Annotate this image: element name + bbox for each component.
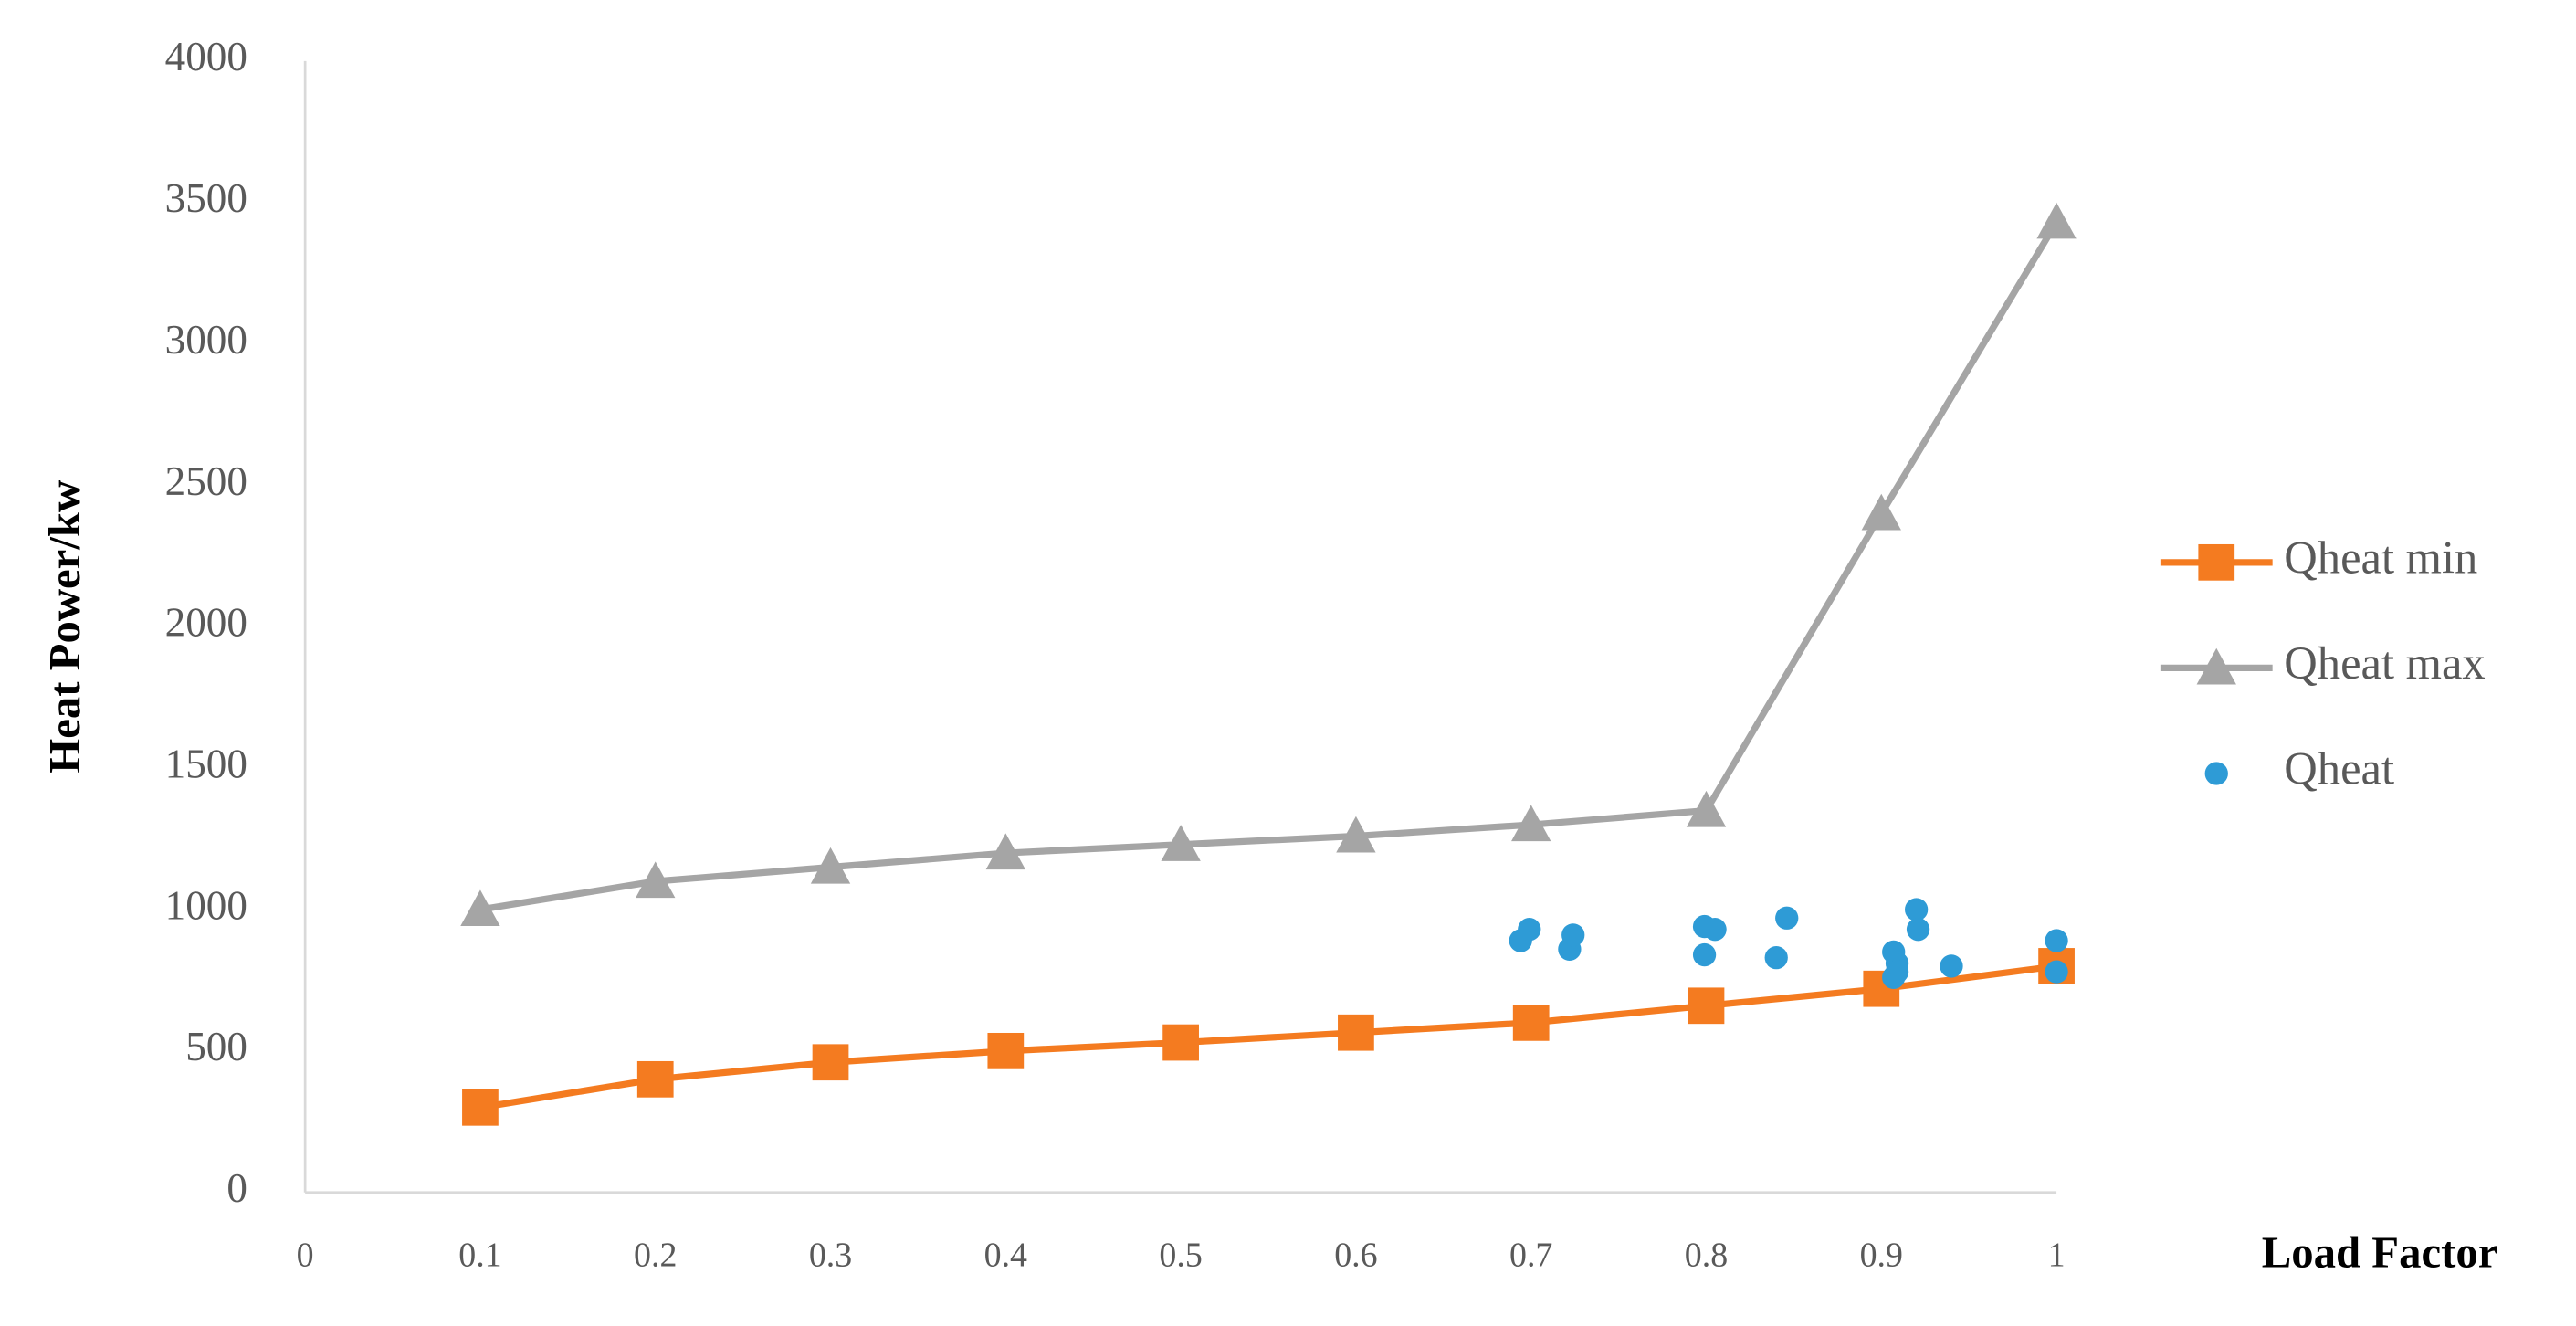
marker (1162, 1024, 1199, 1061)
marker (1688, 987, 1725, 1025)
x-tick-label: 0.2 (634, 1237, 677, 1275)
marker (636, 1060, 674, 1098)
marker (1861, 493, 1901, 531)
y-tick-label: 2500 (165, 458, 247, 504)
y-tick-label: 2000 (165, 600, 247, 646)
marker (812, 1044, 849, 1081)
marker (2045, 929, 2068, 952)
marker (462, 1089, 499, 1126)
marker (1161, 825, 1201, 861)
y-tick-label: 4000 (165, 34, 247, 79)
marker (1764, 946, 1788, 970)
legend-marker (2196, 647, 2236, 685)
marker (1512, 1005, 1550, 1041)
marker (1906, 918, 1930, 942)
marker (1882, 965, 1906, 989)
series-line (479, 220, 2060, 913)
x-tick-label: 0.5 (1159, 1237, 1202, 1275)
marker (460, 889, 500, 927)
legend-label: Qheat min (2284, 531, 2477, 583)
x-tick-label: 0.3 (809, 1237, 852, 1275)
y-tick-label: 500 (185, 1024, 247, 1069)
marker (810, 847, 851, 884)
marker (1692, 942, 1717, 967)
legend-label: Qheat (2284, 743, 2394, 795)
y-tick-label: 0 (226, 1165, 247, 1211)
x-tick-label: 0.1 (458, 1237, 501, 1275)
x-tick-label: 0.8 (1685, 1237, 1728, 1275)
legend-marker (2204, 762, 2228, 785)
y-tick-label: 1000 (165, 882, 247, 928)
marker (1703, 918, 1727, 942)
marker (2045, 960, 2068, 984)
y-axis-label: Heat Power/kw (40, 480, 89, 774)
marker (987, 1032, 1025, 1069)
x-axis-label: Load Factor (2262, 1227, 2498, 1277)
marker (1775, 906, 1799, 930)
marker (1338, 1014, 1374, 1051)
legend-marker (2198, 543, 2235, 581)
marker (1905, 898, 1929, 921)
marker (1518, 918, 1541, 942)
y-tick-label: 3000 (165, 317, 247, 363)
x-tick-label: 0.9 (1860, 1237, 1903, 1275)
marker (636, 861, 676, 899)
marker (1511, 805, 1551, 842)
y-tick-label: 1500 (165, 741, 247, 786)
marker (2036, 202, 2077, 239)
marker (985, 833, 1025, 870)
x-tick-label: 1 (2048, 1237, 2066, 1275)
series-line (479, 963, 2057, 1111)
marker (1686, 790, 1727, 827)
x-tick-label: 0.4 (984, 1237, 1027, 1275)
marker (1336, 816, 1376, 853)
x-tick-label: 0.6 (1334, 1237, 1377, 1275)
x-tick-label: 0.7 (1509, 1237, 1552, 1275)
marker (1940, 954, 1963, 978)
y-tick-label: 3500 (165, 175, 247, 221)
x-tick-label: 0 (297, 1237, 314, 1275)
marker (1561, 923, 1585, 947)
legend-label: Qheat max (2284, 637, 2485, 689)
